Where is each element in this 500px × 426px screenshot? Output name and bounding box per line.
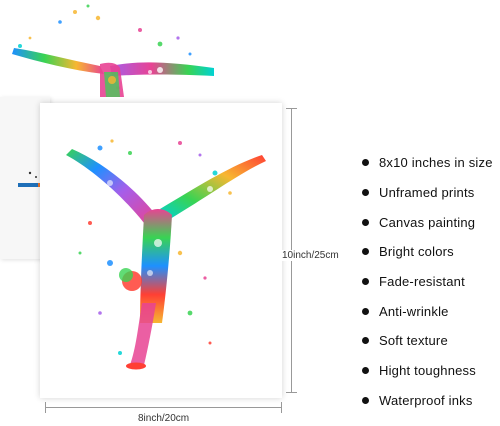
- bullet-icon: [362, 307, 369, 315]
- feature-label: Soft texture: [379, 333, 448, 349]
- bullet-icon: [362, 159, 369, 167]
- width-dimension-cap-right: [281, 402, 282, 413]
- gymnast-handstand-art: [66, 139, 266, 370]
- bullet-icon: [362, 248, 369, 256]
- feature-item: Bright colors: [362, 237, 493, 267]
- feature-label: Canvas painting: [379, 214, 476, 230]
- feature-list: 8x10 inches in size Unframed prints Canv…: [362, 148, 493, 415]
- width-dimension-line: [45, 407, 282, 408]
- feature-label: Anti-wrinkle: [379, 303, 449, 319]
- back-gymnast-art: [12, 4, 214, 97]
- height-dimension-cap-top: [286, 108, 297, 109]
- bullet-icon: [362, 189, 369, 197]
- width-label: 8inch/20cm: [138, 413, 190, 424]
- width-dimension-cap-left: [45, 402, 46, 413]
- bullet-icon: [362, 218, 369, 226]
- bullet-icon: [362, 278, 369, 286]
- feature-item: Canvas painting: [362, 207, 493, 237]
- feature-label: Bright colors: [379, 244, 454, 260]
- feature-item: Hight toughness: [362, 356, 493, 386]
- feature-label: Waterproof inks: [379, 392, 473, 408]
- feature-item: Soft texture: [362, 326, 493, 356]
- bullet-icon: [362, 337, 369, 345]
- feature-item: Fade-resistant: [362, 267, 493, 297]
- feature-label: Unframed prints: [379, 185, 475, 201]
- back-print-image: [0, 0, 232, 97]
- feature-item: Unframed prints: [362, 178, 493, 208]
- feature-label: Hight toughness: [379, 363, 476, 379]
- feature-label: Fade-resistant: [379, 274, 465, 290]
- feature-item: Anti-wrinkle: [362, 296, 493, 326]
- height-dimension-cap-bottom: [286, 392, 297, 393]
- bullet-icon: [362, 396, 369, 404]
- feature-label: 8x10 inches in size: [379, 155, 493, 171]
- feature-item: Waterproof inks: [362, 386, 493, 416]
- height-label: 10inch/25cm: [281, 250, 340, 261]
- feature-item: 8x10 inches in size: [362, 148, 493, 178]
- front-print-image: [40, 103, 282, 398]
- bullet-icon: [362, 367, 369, 375]
